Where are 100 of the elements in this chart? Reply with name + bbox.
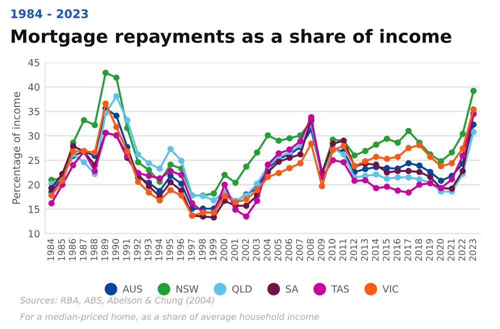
y-axis-title: Percentage of income bbox=[12, 92, 22, 204]
point bbox=[470, 88, 477, 94]
point bbox=[340, 159, 347, 166]
point bbox=[210, 190, 217, 197]
x-tick-label: 1986 bbox=[68, 239, 76, 260]
point bbox=[243, 196, 250, 202]
point bbox=[460, 145, 466, 152]
point bbox=[460, 152, 466, 159]
x-tick-label: 2010 bbox=[328, 239, 336, 261]
point bbox=[286, 164, 293, 172]
x-tick-label: 2011 bbox=[339, 239, 346, 261]
point bbox=[470, 106, 477, 113]
point bbox=[318, 183, 326, 190]
point bbox=[416, 142, 423, 148]
point bbox=[264, 174, 272, 180]
x-tick-label: 2021 bbox=[448, 239, 454, 261]
point bbox=[276, 158, 282, 165]
x-tick-label: 2007 bbox=[296, 239, 303, 261]
y-tick-label: 15 bbox=[28, 206, 40, 213]
x-tick-label: 2014 bbox=[372, 238, 379, 261]
point bbox=[405, 168, 412, 174]
x-tick-label: 2023 bbox=[469, 239, 476, 261]
point bbox=[70, 148, 76, 155]
x-tick-label: 2017 bbox=[404, 239, 412, 261]
point bbox=[372, 162, 380, 168]
x-tick-label: 2000 bbox=[220, 239, 228, 261]
point bbox=[48, 192, 55, 199]
x-tick-label: 1989 bbox=[101, 239, 108, 260]
point bbox=[92, 168, 98, 174]
point bbox=[394, 154, 401, 160]
point bbox=[124, 148, 130, 155]
point bbox=[362, 166, 368, 172]
point bbox=[178, 187, 184, 194]
y-tick-label: 40 bbox=[28, 83, 40, 91]
point bbox=[448, 176, 455, 182]
point bbox=[102, 70, 109, 76]
point bbox=[362, 158, 368, 164]
point bbox=[448, 160, 455, 166]
point bbox=[113, 74, 120, 81]
point bbox=[330, 157, 336, 164]
point bbox=[222, 192, 228, 200]
point bbox=[156, 175, 163, 182]
point bbox=[178, 172, 184, 178]
point bbox=[92, 149, 98, 156]
legend-label: VIC bbox=[382, 285, 398, 293]
point bbox=[167, 146, 174, 152]
point bbox=[384, 169, 390, 176]
x-tick-label: 2013 bbox=[361, 239, 368, 261]
point bbox=[276, 150, 282, 157]
point bbox=[254, 198, 260, 204]
point bbox=[351, 152, 358, 159]
point bbox=[232, 180, 239, 186]
point bbox=[276, 138, 282, 144]
point bbox=[362, 177, 368, 184]
point bbox=[448, 149, 455, 156]
point bbox=[438, 163, 444, 170]
x-tick-label: 2002 bbox=[242, 239, 249, 261]
point bbox=[92, 122, 98, 128]
chart-title: Mortgage repayments as a share of income bbox=[12, 29, 452, 47]
point bbox=[297, 160, 304, 166]
x-tick-label: 1994 bbox=[155, 238, 162, 260]
point bbox=[80, 117, 88, 124]
point bbox=[167, 179, 174, 186]
x-tick-label: 1993 bbox=[144, 239, 152, 260]
y-tick-label: 10 bbox=[28, 230, 40, 238]
y-tick-label: 30 bbox=[28, 132, 40, 140]
y-tick-label: 45 bbox=[28, 59, 40, 66]
point bbox=[460, 130, 466, 137]
point bbox=[189, 200, 196, 206]
point bbox=[102, 100, 109, 107]
point bbox=[124, 117, 130, 124]
point bbox=[146, 160, 152, 166]
point bbox=[156, 197, 163, 204]
point bbox=[351, 178, 358, 184]
legend-label: AUS bbox=[122, 285, 142, 293]
point bbox=[297, 138, 304, 144]
point bbox=[308, 114, 314, 120]
text: For a median-priced home, as a share of average household income bbox=[20, 313, 319, 322]
x-tick-label: 1997 bbox=[188, 239, 195, 260]
point bbox=[460, 168, 466, 174]
point bbox=[416, 182, 423, 188]
point bbox=[113, 93, 120, 100]
point bbox=[286, 135, 293, 142]
point bbox=[297, 151, 304, 158]
point bbox=[405, 144, 412, 152]
point bbox=[372, 154, 380, 160]
point bbox=[178, 180, 184, 187]
point bbox=[70, 142, 76, 150]
point bbox=[470, 128, 477, 136]
x-tick-label: 2008 bbox=[306, 239, 314, 261]
point bbox=[146, 172, 152, 180]
point bbox=[134, 159, 142, 166]
point bbox=[372, 171, 380, 178]
legend-label: QLD bbox=[232, 285, 252, 294]
point bbox=[113, 124, 120, 130]
x-tick-label: 2003 bbox=[252, 239, 260, 261]
point bbox=[286, 146, 293, 153]
point bbox=[394, 140, 401, 146]
point bbox=[427, 174, 434, 180]
point bbox=[394, 168, 401, 174]
